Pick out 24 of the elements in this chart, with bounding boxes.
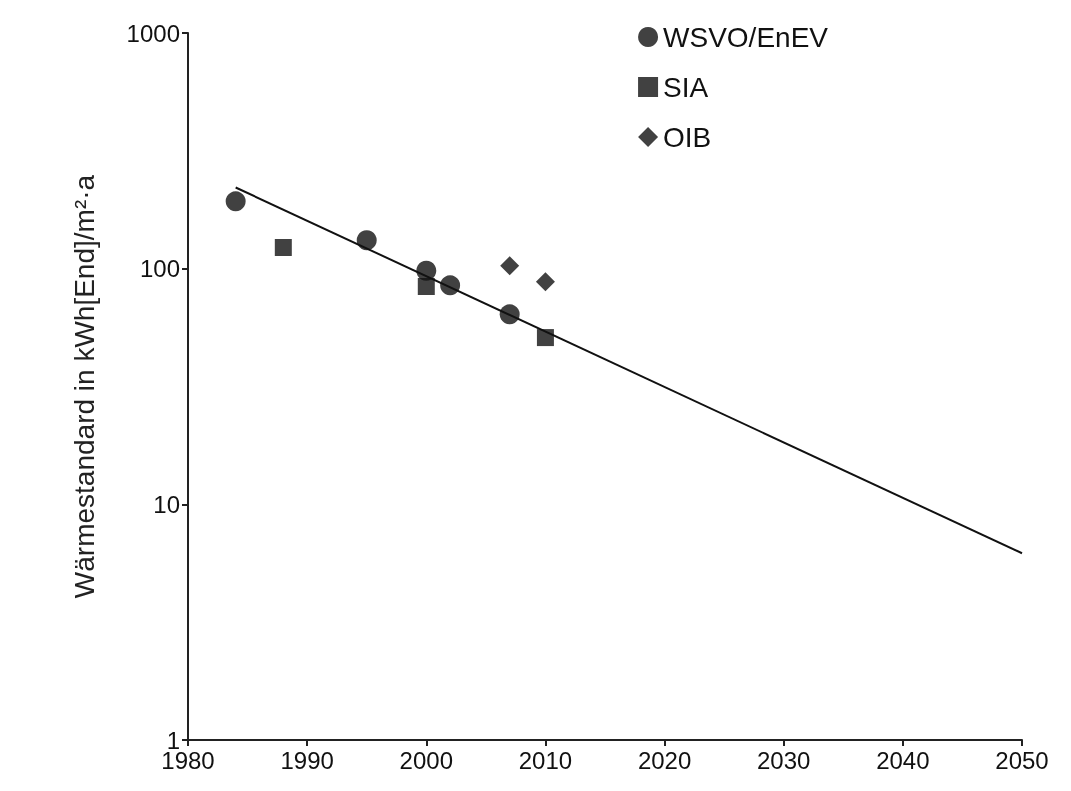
point [500,256,520,276]
point [535,272,555,292]
point [225,191,246,212]
x-tick-label: 2000 [399,746,453,774]
point [536,329,554,347]
x-tick-label: 2020 [637,746,692,774]
x-tick-label: 2040 [876,746,930,774]
point [417,278,435,296]
point [356,230,377,251]
y-axis-title: Wärmestandard in kWh[End]/m²·a [68,174,100,599]
point [274,238,292,256]
point [440,275,461,296]
x-tick-label: 1990 [280,746,334,774]
y-tick-label: 10 [153,490,180,518]
point [416,260,437,281]
point [499,304,520,325]
legend-label: OIB [663,121,712,153]
y-tick-label: 1000 [126,19,180,47]
x-tick-label: 2010 [518,746,573,774]
legend-label: SIA [663,71,709,103]
x-tick-label: 2030 [757,746,811,774]
legend-label: WSVO/EnEV [663,21,829,53]
y-tick-label: 100 [139,255,180,283]
x-tick-label: 2050 [995,746,1049,774]
